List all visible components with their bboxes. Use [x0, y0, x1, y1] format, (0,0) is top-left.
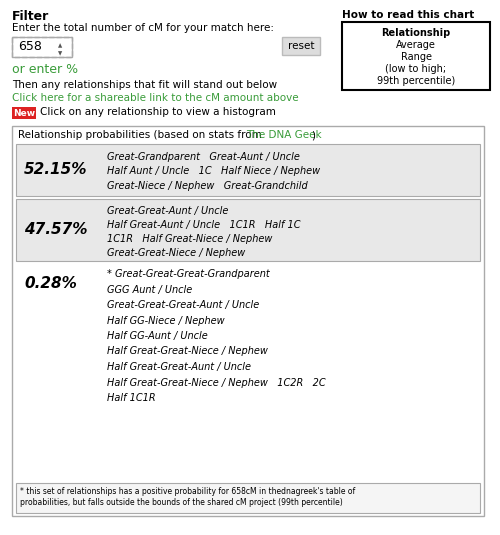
- Text: probabilities, but falls outside the bounds of the shared cM project (99th perce: probabilities, but falls outside the bou…: [20, 498, 343, 507]
- Text: or enter %: or enter %: [12, 63, 78, 76]
- Text: (low to high;: (low to high;: [386, 64, 446, 74]
- Text: Half Great-Great-Aunt / Uncle: Half Great-Great-Aunt / Uncle: [107, 362, 251, 372]
- FancyBboxPatch shape: [16, 144, 480, 196]
- Text: 47.57%: 47.57%: [24, 223, 88, 238]
- Text: ): ): [311, 130, 315, 140]
- FancyBboxPatch shape: [12, 37, 72, 57]
- FancyBboxPatch shape: [16, 264, 480, 422]
- Text: ▲: ▲: [58, 43, 62, 48]
- Text: 658: 658: [18, 41, 42, 54]
- Text: Half Great-Great-Niece / Nephew: Half Great-Great-Niece / Nephew: [107, 347, 268, 356]
- FancyBboxPatch shape: [12, 126, 484, 516]
- Text: Half Great-Great-Niece / Nephew   1C2R   2C: Half Great-Great-Niece / Nephew 1C2R 2C: [107, 378, 326, 387]
- Text: Filter: Filter: [12, 10, 49, 23]
- Text: Great-Great-Great-Aunt / Uncle: Great-Great-Great-Aunt / Uncle: [107, 300, 259, 310]
- Text: Great-Great-Niece / Nephew: Great-Great-Niece / Nephew: [107, 248, 245, 258]
- Text: Half Great-Aunt / Uncle   1C1R   Half 1C: Half Great-Aunt / Uncle 1C1R Half 1C: [107, 220, 300, 230]
- Text: New: New: [13, 109, 35, 118]
- Text: * this set of relationships has a positive probability for 658cM in thednagreek': * this set of relationships has a positi…: [20, 487, 355, 496]
- Text: reset: reset: [288, 41, 314, 51]
- Text: 1C1R   Half Great-Niece / Nephew: 1C1R Half Great-Niece / Nephew: [107, 234, 272, 244]
- Text: Average: Average: [396, 40, 436, 50]
- Text: Range: Range: [400, 52, 432, 62]
- Text: Great-Niece / Nephew   Great-Grandchild: Great-Niece / Nephew Great-Grandchild: [107, 181, 308, 191]
- Text: 99th percentile): 99th percentile): [377, 76, 455, 86]
- Text: Relationship probabilities (based on stats from: Relationship probabilities (based on sta…: [18, 130, 265, 140]
- Text: Half GG-Niece / Nephew: Half GG-Niece / Nephew: [107, 316, 224, 325]
- Text: ▼: ▼: [58, 51, 62, 56]
- Text: Click on any relationship to view a histogram: Click on any relationship to view a hist…: [40, 107, 276, 117]
- Text: Relationship: Relationship: [382, 28, 450, 38]
- Text: Half GG-Aunt / Uncle: Half GG-Aunt / Uncle: [107, 331, 208, 341]
- FancyBboxPatch shape: [342, 22, 490, 90]
- FancyBboxPatch shape: [12, 107, 36, 119]
- Text: The DNA Geek: The DNA Geek: [246, 130, 322, 140]
- Text: Enter the total number of cM for your match here:: Enter the total number of cM for your ma…: [12, 23, 274, 33]
- Text: GGG Aunt / Uncle: GGG Aunt / Uncle: [107, 285, 192, 294]
- Text: 0.28%: 0.28%: [24, 276, 77, 291]
- FancyBboxPatch shape: [16, 199, 480, 261]
- Text: Click here for a shareable link to the cM amount above: Click here for a shareable link to the c…: [12, 93, 298, 103]
- Text: 52.15%: 52.15%: [24, 163, 88, 178]
- FancyBboxPatch shape: [16, 483, 480, 513]
- Text: Great-Great-Aunt / Uncle: Great-Great-Aunt / Uncle: [107, 206, 228, 216]
- Text: Great-Grandparent   Great-Aunt / Uncle: Great-Grandparent Great-Aunt / Uncle: [107, 152, 300, 162]
- Text: How to read this chart: How to read this chart: [342, 10, 474, 20]
- Text: Half Aunt / Uncle   1C   Half Niece / Nephew: Half Aunt / Uncle 1C Half Niece / Nephew: [107, 166, 320, 177]
- FancyBboxPatch shape: [282, 37, 320, 55]
- Text: * Great-Great-Great-Grandparent: * Great-Great-Great-Grandparent: [107, 269, 270, 279]
- Text: Half 1C1R: Half 1C1R: [107, 393, 156, 403]
- Text: Then any relationships that fit will stand out below: Then any relationships that fit will sta…: [12, 80, 277, 90]
